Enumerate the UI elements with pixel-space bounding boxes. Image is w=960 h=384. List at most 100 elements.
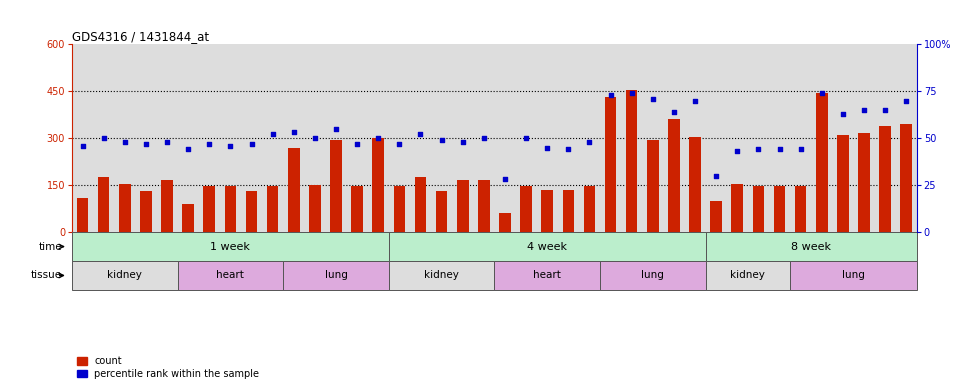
Bar [389,261,494,290]
Point [413,131,428,137]
Bar [389,232,706,261]
Bar [98,177,109,232]
Bar [710,201,722,232]
Bar [267,186,278,232]
Point [202,141,217,147]
Point [666,109,682,115]
Bar [668,119,680,232]
Bar [457,180,468,232]
Bar [161,180,173,232]
Legend: count, percentile rank within the sample: count, percentile rank within the sample [77,356,259,379]
Text: kidney: kidney [731,270,765,280]
Bar [816,93,828,232]
Text: GDS4316 / 1431844_at: GDS4316 / 1431844_at [72,30,209,43]
Bar [900,124,912,232]
Point [793,146,808,152]
Point [307,135,323,141]
Point [772,146,787,152]
Bar [436,191,447,232]
Bar [605,98,616,232]
Point [286,129,301,136]
Bar [499,213,511,232]
Bar [77,198,88,232]
Point [75,142,90,149]
Bar [584,186,595,232]
Point [730,148,745,154]
Text: 8 week: 8 week [791,242,831,252]
Bar [790,261,917,290]
Text: kidney: kidney [108,270,142,280]
Text: lung: lung [641,270,664,280]
Bar [494,261,600,290]
Bar [330,140,342,232]
Bar [246,191,257,232]
Point [899,98,914,104]
Point [476,135,492,141]
Bar [689,137,701,232]
Bar [394,186,405,232]
Point [856,107,872,113]
Bar [879,126,891,232]
Bar [372,138,384,232]
Point [349,141,365,147]
Bar [600,261,706,290]
Point [96,135,111,141]
Bar [415,177,426,232]
Bar [140,191,152,232]
Bar [351,186,363,232]
Bar [309,185,321,232]
Point [392,141,407,147]
Bar [119,184,131,232]
Bar [774,186,785,232]
Point [244,141,259,147]
Text: 4 week: 4 week [527,242,567,252]
Bar [626,89,637,232]
Bar [478,180,490,232]
Point [582,139,597,145]
Text: heart: heart [216,270,245,280]
Point [624,90,639,96]
Bar [858,133,870,232]
Bar [178,261,283,290]
Bar [563,190,574,232]
Text: time: time [38,242,61,252]
Bar [520,186,532,232]
Point [455,139,470,145]
Bar [288,147,300,232]
Point [180,146,196,152]
Bar [732,184,743,232]
Point [434,137,449,143]
Bar [72,261,178,290]
Bar [283,261,389,290]
Text: lung: lung [324,270,348,280]
Point [540,144,555,151]
Point [814,90,829,96]
Point [138,141,154,147]
Bar [795,186,806,232]
Bar [204,186,215,232]
Point [645,96,660,102]
Bar [541,190,553,232]
Bar [72,232,389,261]
Bar [706,261,790,290]
Point [265,131,280,137]
Point [561,146,576,152]
Point [159,139,175,145]
Point [328,126,344,132]
Point [687,98,703,104]
Text: lung: lung [842,270,865,280]
Text: 1 week: 1 week [210,242,251,252]
Point [751,146,766,152]
Text: tissue: tissue [31,270,61,280]
Point [117,139,132,145]
Bar [225,186,236,232]
Bar [182,204,194,232]
Point [223,142,238,149]
Bar [647,140,659,232]
Point [371,135,386,141]
Point [603,92,618,98]
Bar [837,135,849,232]
Point [518,135,534,141]
Text: kidney: kidney [424,270,459,280]
Bar [706,232,917,261]
